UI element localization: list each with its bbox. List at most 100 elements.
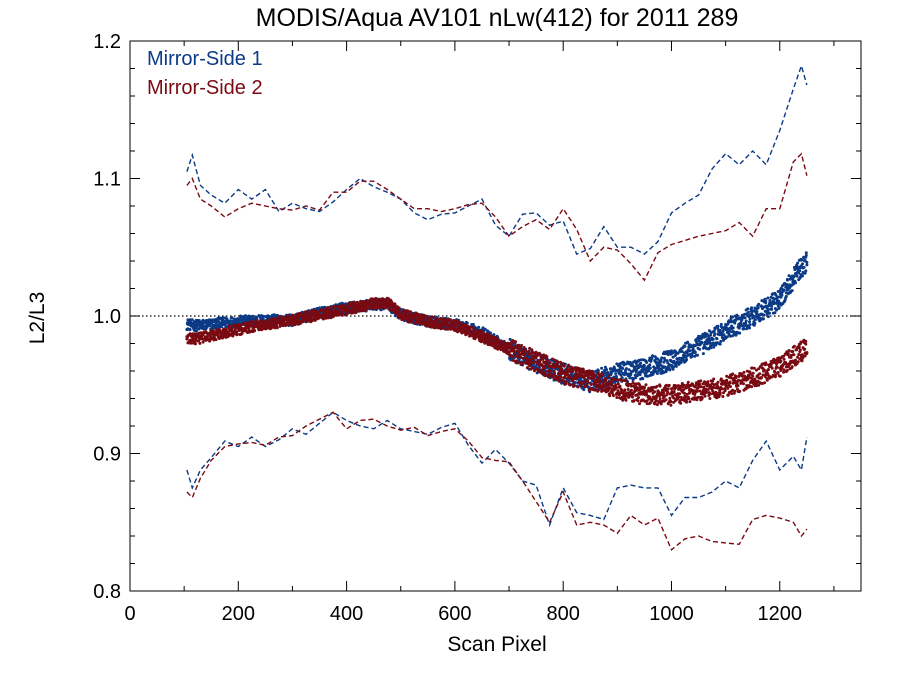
series-2-lower-line [186, 411, 808, 551]
data-point [687, 397, 691, 401]
data-point [619, 369, 623, 373]
data-point [798, 348, 802, 352]
data-point [608, 394, 612, 398]
data-point [762, 313, 766, 317]
data-point [668, 396, 672, 400]
data-point [680, 350, 684, 354]
data-point [634, 370, 638, 374]
data-point [792, 353, 796, 357]
data-point [780, 293, 784, 297]
data-point [658, 384, 662, 388]
data-point [723, 389, 727, 393]
data-point [696, 353, 699, 357]
data-point [763, 381, 767, 385]
data-point [230, 316, 234, 320]
data-point [648, 366, 652, 370]
data-point [796, 360, 800, 364]
data-point [198, 341, 202, 345]
data-point [194, 342, 197, 346]
x-tick-label: 400 [330, 603, 363, 625]
data-point [726, 322, 730, 326]
data-point [539, 369, 543, 373]
data-point [518, 355, 522, 359]
data-point [773, 370, 777, 374]
data-point [797, 345, 801, 349]
x-tick-label: 800 [546, 603, 579, 625]
data-point [685, 358, 689, 362]
data-point [803, 347, 807, 351]
data-point [636, 399, 640, 403]
data-point [730, 392, 734, 396]
data-point [790, 289, 794, 293]
data-point [748, 317, 752, 321]
series-2-upper-line [186, 152, 808, 282]
chart-title: MODIS/Aqua AV101 nLw(412) for 2011 289 [256, 4, 739, 32]
data-point [738, 389, 742, 393]
data-point [251, 314, 255, 318]
data-point [779, 359, 783, 363]
data-point [755, 310, 759, 314]
data-point [537, 351, 541, 355]
data-point [615, 396, 619, 399]
data-point [738, 331, 742, 335]
data-point [562, 370, 566, 374]
data-point [707, 347, 711, 351]
data-point [633, 366, 637, 369]
data-point [703, 343, 706, 347]
data-point [782, 357, 786, 361]
data-point [564, 380, 568, 384]
data-point [213, 323, 216, 327]
data-point [727, 320, 731, 324]
data-point [512, 348, 516, 352]
data-point [766, 296, 770, 300]
data-point [714, 390, 718, 394]
data-point [628, 376, 632, 380]
data-point [638, 402, 641, 406]
data-point [345, 312, 349, 316]
data-point [805, 263, 809, 267]
data-point [805, 351, 809, 355]
legend-entry-mirror-side-1: Mirror-Side 1 [147, 48, 263, 70]
data-point [669, 400, 673, 404]
data-point [627, 368, 631, 372]
data-point [799, 340, 803, 344]
data-point [599, 379, 603, 383]
data-point [693, 350, 697, 354]
data-point [707, 336, 711, 340]
data-point [748, 320, 751, 324]
data-point [513, 352, 516, 356]
data-point [775, 365, 779, 369]
data-point [658, 397, 662, 401]
data-point [762, 317, 765, 321]
data-point [726, 386, 730, 390]
data-point [690, 354, 694, 358]
data-point [647, 369, 651, 373]
data-point [517, 350, 521, 354]
data-point [670, 349, 673, 353]
data-point [492, 333, 496, 337]
data-point [614, 372, 618, 376]
data-point [753, 321, 757, 325]
data-point [770, 307, 774, 311]
data-point [609, 380, 613, 383]
data-point [629, 372, 633, 376]
data-point [477, 325, 481, 329]
data-point [678, 392, 682, 396]
data-point [604, 378, 608, 382]
data-point [764, 362, 768, 366]
data-point [644, 383, 648, 387]
data-point [721, 330, 725, 333]
data-point [706, 380, 710, 384]
data-point [801, 262, 804, 266]
data-point [768, 299, 772, 302]
data-point [709, 392, 712, 396]
data-point [744, 319, 748, 323]
data-point [758, 372, 762, 376]
data-point [742, 370, 746, 374]
x-axis-label: Scan Pixel [447, 633, 546, 656]
data-point [614, 383, 618, 387]
data-point [201, 340, 205, 344]
data-point [770, 366, 774, 370]
data-point [766, 315, 770, 319]
